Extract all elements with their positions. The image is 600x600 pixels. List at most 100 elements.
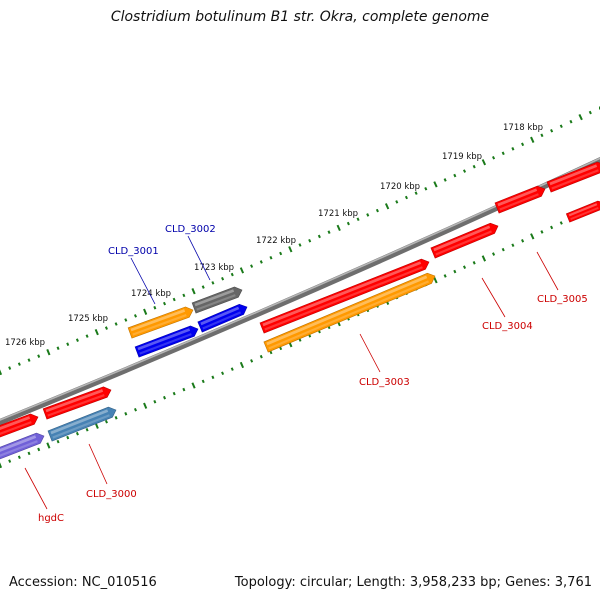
outer-tick: [346, 221, 350, 226]
outer-tick: [85, 334, 89, 338]
outer-tick: [8, 366, 12, 370]
inner-tick: [269, 350, 273, 355]
gene-arrow-hgdC: [0, 432, 45, 460]
gene-arrow-CLD_3004: [430, 222, 499, 259]
leader-CLD_3002: [187, 235, 211, 281]
outer-tick: [308, 238, 312, 243]
inner-tick: [17, 455, 21, 460]
leader-CLD_3003: [359, 333, 381, 373]
gene-arrow-CLD_3003-inner: [263, 272, 436, 353]
inner-tick: [153, 399, 157, 404]
gene-arrow-CLD_3003: [259, 258, 430, 334]
inner-tick: [104, 420, 108, 424]
leader-CLD_3005: [536, 251, 559, 291]
outer-tick: [211, 281, 215, 285]
label-CLD_3003: CLD_3003: [359, 377, 410, 388]
gene-features: [0, 161, 600, 460]
inner-tick: [182, 387, 186, 392]
inner-tick: [133, 408, 137, 412]
outer-tick: [230, 272, 234, 277]
inner-tick: [492, 252, 496, 256]
outer-tick: [172, 297, 176, 302]
inner-tick: [0, 462, 3, 469]
inner-tick: [481, 255, 487, 262]
inner-tick: [201, 379, 205, 384]
outer-tick: [239, 267, 245, 274]
outer-tick: [559, 124, 563, 129]
scale-label: 1723 kbp: [194, 263, 234, 273]
leader-CLD_3004: [481, 277, 506, 318]
inner-tick: [191, 382, 196, 389]
outer-tick: [94, 328, 99, 336]
inner-tick: [453, 269, 457, 274]
inner-tick: [511, 243, 515, 248]
inner-tick: [443, 274, 447, 278]
outer-tick: [259, 260, 263, 264]
inner-tick: [46, 442, 51, 449]
inner-tick: [279, 346, 283, 351]
scale-label: 1725 kbp: [68, 314, 108, 324]
topology-summary: Topology: circular; Length: 3,958,233 bp…: [234, 575, 592, 590]
outer-tick: [153, 305, 157, 310]
outer-tick: [0, 369, 3, 376]
inner-tick: [114, 416, 118, 420]
inner-tick: [37, 447, 41, 452]
outer-tick: [133, 314, 137, 318]
outer-tick: [375, 208, 379, 213]
outer-tick: [414, 191, 418, 195]
leader-CLD_3001: [130, 257, 156, 305]
outer-tick: [492, 155, 496, 160]
gene-arrow-CLD_3002-inner: [197, 303, 248, 333]
gene-arrow-hgdC-upper: [0, 413, 39, 438]
outer-tick: [104, 326, 108, 330]
outer-tick: [46, 349, 51, 356]
outer-tick: [530, 136, 535, 143]
outer-tick: [17, 362, 21, 366]
inner-tick: [221, 371, 225, 375]
scale-label: 1721 kbp: [318, 209, 358, 219]
leader-hgdC: [24, 467, 48, 510]
outer-tick: [424, 186, 428, 191]
inner-tick: [230, 367, 234, 371]
outer-tick: [501, 151, 505, 156]
inner-tick: [540, 230, 544, 234]
inner-tick: [250, 359, 254, 363]
scale-label: 1724 kbp: [131, 289, 171, 299]
inner-tick: [472, 261, 476, 265]
inner-tick: [163, 395, 167, 400]
outer-tick: [201, 285, 205, 289]
gene-arrow-partial: [546, 161, 600, 193]
scale-label: 1722 kbp: [256, 236, 296, 246]
outer-tick: [221, 276, 225, 281]
label-CLD_3004: CLD_3004: [482, 321, 533, 332]
inner-tick: [8, 459, 12, 463]
outer-tick: [124, 318, 128, 322]
outer-tick: [27, 358, 31, 362]
inner-tick: [211, 375, 215, 380]
outer-tick: [540, 133, 544, 138]
outer-tick: [578, 114, 583, 121]
map-title: Clostridium botulinum B1 str. Okra, comp…: [110, 9, 490, 25]
scale-labels: 1726 kbp 1725 kbp 1724 kbp 1723 kbp 1722 kbp…: [5, 123, 543, 348]
genome-backbone: [0, 157, 600, 426]
outer-tick: [443, 178, 447, 182]
gene-arrow-CLD_3000: [47, 406, 117, 442]
outer-tick: [433, 181, 438, 188]
label-CLD_3000: CLD_3000: [86, 489, 137, 500]
outer-tick: [462, 169, 467, 173]
inner-tick: [521, 239, 525, 243]
leader-CLD_3000: [88, 443, 108, 485]
label-CLD_3002: CLD_3002: [165, 224, 216, 235]
outer-tick: [75, 338, 79, 342]
outer-tick: [298, 243, 302, 247]
inner-tick: [550, 225, 554, 230]
outer-tick: [288, 246, 293, 253]
label-CLD_3001: CLD_3001: [108, 246, 159, 257]
outer-tick: [114, 322, 118, 326]
outer-tick: [588, 110, 592, 115]
inner-tick: [501, 247, 505, 252]
outer-tick: [472, 164, 476, 169]
outer-tick: [550, 128, 554, 133]
outer-tick: [250, 264, 254, 268]
scale-label: 1726 kbp: [5, 338, 45, 348]
